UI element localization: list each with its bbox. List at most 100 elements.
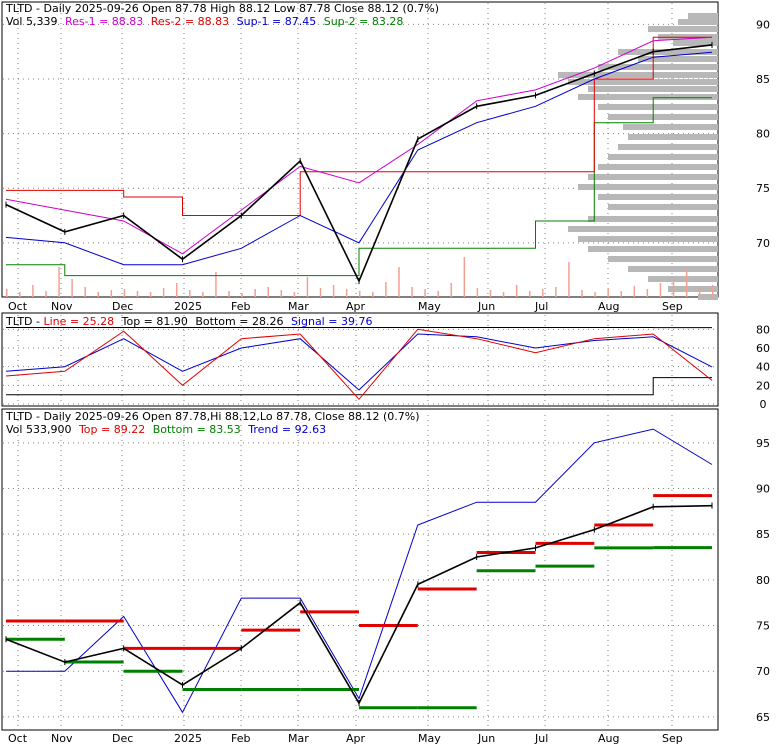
volume-bar [267,287,269,297]
bands-x-label: Apr [346,732,366,745]
volume-profile-bar [578,236,718,242]
volume-bar [19,292,21,297]
volume-bar [463,257,466,297]
bands-tick-label: 80 [756,574,770,587]
volume-bar [32,285,34,297]
volume-profile-bar [618,144,718,150]
bands-axis-ticks: 95 90 85 80 75 70 65 [756,437,770,724]
bands-x-label: Jun [477,732,495,745]
price-x-label: Feb [231,300,250,313]
bands-tick-label: 95 [756,437,770,450]
res2-line [6,36,712,216]
volume-bar [319,288,322,297]
volume-bar [672,281,675,297]
oscillator-title: TLTD - Line = 25.28 Top = 81.90 Bottom =… [5,315,372,328]
volume-profile-bar [688,13,718,19]
volume-bar [581,290,583,297]
sup1-line [5,51,713,266]
volume-profile-bar [678,19,718,25]
volume-bar [202,292,204,297]
price-x-labels: Oct Nov Dec 2025 Feb Mar Apr May Jun Jul Aug Sep [8,300,683,313]
volume-bar [175,283,178,297]
oscillator-tick-label: 40 [756,361,770,374]
price-x-label: Mar [288,300,309,313]
volume-profile-bar [623,124,718,130]
bands-x-label: Feb [231,732,250,745]
volume-profile-bar [588,174,718,180]
price-axis-ticks: 90 85 80 75 70 [756,18,770,249]
volume-profile-bar [608,256,718,262]
bands-x-label: Mar [288,732,309,745]
oscillator-gridlines [3,315,717,408]
volume-bar [515,285,518,297]
volume-bar [411,287,413,297]
volume-bar [149,292,152,297]
price-x-label: Apr [346,300,366,313]
bands-x-label: Dec [112,732,133,745]
volume-bar [189,290,191,297]
bands-panel-frame [1,408,719,731]
bands-tick-label: 90 [756,483,770,496]
oscillator-axis-ticks: 80 60 40 20 0 [756,323,770,411]
volume-profile-bar [628,134,718,140]
price-tick-label: 70 [756,237,770,250]
volume-bar [123,289,126,297]
volume-bar [594,292,596,297]
price-x-label: Dec [112,300,133,313]
volume-bar [280,290,283,297]
price-panel-frame [1,1,719,298]
volume-bar [58,267,60,297]
volume-bar [254,289,256,297]
volume-profile-bar [578,94,718,100]
price-tick-label: 85 [756,73,770,86]
price-x-label: Oct [8,300,28,313]
volume-profile-bar [673,40,718,46]
bands-title: TLTD - Daily 2025-09-26 Open 87.78,Hi 88… [5,410,420,423]
volume-profile-bar [648,276,718,282]
volume-bar [633,286,636,297]
volume-bar [84,287,86,297]
volume-bar [293,292,296,297]
oscillator-panel: 80 60 40 20 0 TLTD - Line = 25.28 Top = 81.9… [1,312,770,411]
volume-bar [372,292,374,297]
volume-bar [542,289,544,297]
price-x-label: Aug [598,300,619,313]
bands-volume-label: Vol 533,900 Top = 89.22 Bottom = 83.53 T… [6,423,326,436]
price-x-label: May [418,300,441,313]
volume-bar [646,289,649,297]
price-x-label: Nov [51,300,73,313]
volume-bar [424,289,426,297]
bands-x-labels: Oct Nov Dec 2025 Feb Mar Apr May Jun Jul Aug Sep [8,732,683,745]
volume-profile-bar [608,114,718,120]
volume-profile-bar [588,246,718,252]
volume-profile-bar [558,72,718,78]
volume-bar [450,283,453,297]
volume-bar [136,291,139,297]
price-x-label: Jul [534,300,548,313]
volume-bar [437,291,439,297]
volume-bar [345,289,348,297]
price-volume-label: Vol 5,339 Res-1 = 88.83 Res-2 = 88.83 Su… [6,15,403,28]
oscillator-signal-line [5,333,713,391]
bands-x-label: May [418,732,441,745]
price-x-label: Sep [662,300,683,313]
price-title: TLTD - Daily 2025-09-26 Open 87.78 High … [5,2,439,15]
oscillator-lines [5,327,713,401]
volume-bar [712,285,714,297]
price-x-label: Jun [477,300,495,313]
volume-bars [6,257,714,297]
price-x-label: 2025 [174,300,202,313]
volume-bar [698,287,701,297]
volume-bar [502,292,505,297]
bands-lines [5,428,713,714]
price-tick-label: 80 [756,128,770,141]
volume-profile-bar [618,49,718,55]
volume-profile-bar [668,286,718,292]
volume-bar [359,291,361,297]
volume-bar [489,290,492,297]
volume-bar [685,269,688,297]
oscillator-tick-label: 0 [760,398,767,411]
bands-tick-label: 75 [756,620,770,633]
bands-gridlines [3,415,717,730]
volume-profile-bar [608,204,718,210]
